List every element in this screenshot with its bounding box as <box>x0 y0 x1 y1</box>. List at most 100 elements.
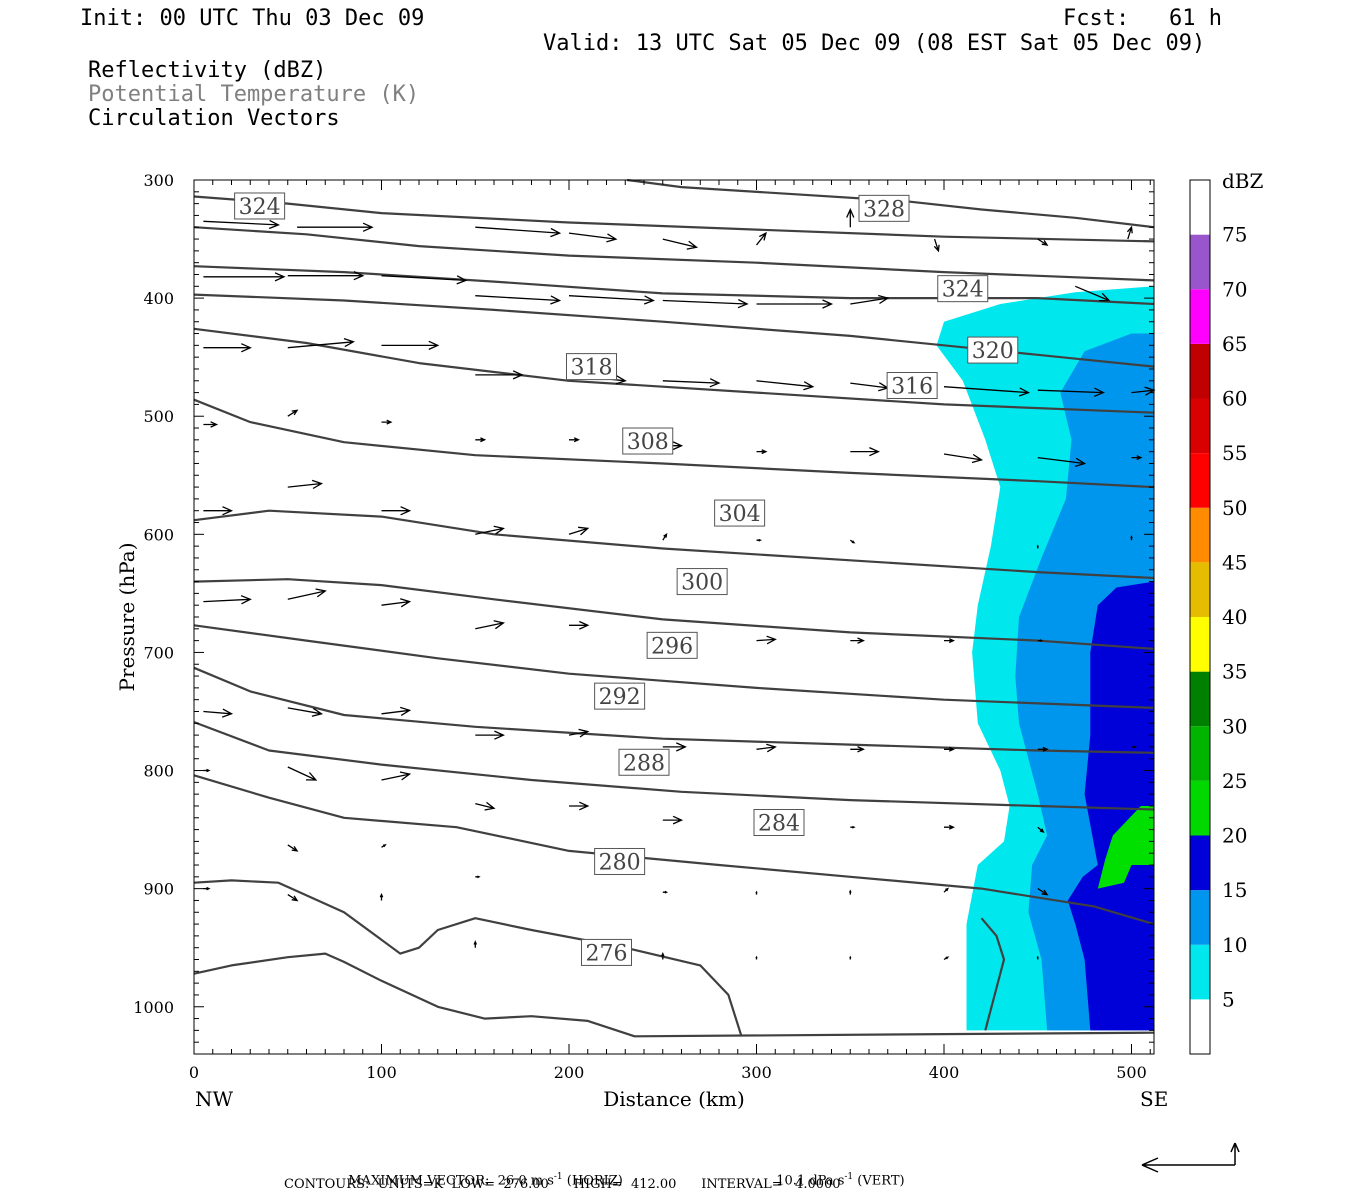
circulation-vector <box>475 730 505 740</box>
contour-label-layer: 324 328 324 320 318 316 308 304 300 296 292 288 284 2… <box>234 192 1019 966</box>
colorbar-segment <box>1190 999 1210 1054</box>
contour-label-328: 328 <box>863 197 905 222</box>
colorbar-tick-label: 60 <box>1222 387 1247 411</box>
y-tick-label: 600 <box>143 525 174 544</box>
circulation-vector <box>943 386 1030 397</box>
circulation-vector <box>203 219 280 230</box>
theta-contour-line <box>193 509 1155 580</box>
theta-contour-line <box>193 398 1155 489</box>
circulation-vector <box>943 453 984 464</box>
circulation-vector <box>662 890 669 894</box>
contour-label-box <box>886 372 938 400</box>
circulation-vector <box>1131 455 1143 461</box>
x-right-end-label: SE <box>1140 1087 1168 1111</box>
circulation-vector <box>287 766 318 781</box>
circulation-vector <box>475 437 487 443</box>
theta-contour-line <box>193 879 743 1037</box>
x-left-end-label: NW <box>195 1087 234 1111</box>
colorbar-tick-label: 30 <box>1222 714 1247 738</box>
circulation-vector <box>1075 285 1111 302</box>
max-vector-exponent: -1 <box>553 1172 563 1182</box>
circulation-vector <box>1037 746 1049 752</box>
vert-label: (VERT) <box>853 1173 905 1189</box>
circulation-vector <box>1037 888 1049 896</box>
circulation-vector <box>203 421 219 428</box>
colorbar-segment <box>1190 507 1210 563</box>
circulation-vector <box>933 238 940 253</box>
circulation-vector <box>846 207 855 228</box>
contour-label-308: 308 <box>627 430 669 455</box>
theta-contour-line <box>193 195 1155 243</box>
max-vector-text: MAXIMUM VECTOR: 26.0 m s <box>348 1173 554 1189</box>
circulation-vector <box>1130 535 1133 541</box>
y-tick-label: 500 <box>143 407 174 426</box>
circulation-vector <box>850 746 865 753</box>
circulation-vector-layer <box>203 207 1156 961</box>
contour-label-324: 324 <box>239 195 281 220</box>
circulation-vector <box>662 238 699 250</box>
circulation-vector <box>943 956 950 961</box>
circulation-vector <box>287 337 355 349</box>
contour-label-288: 288 <box>623 751 665 776</box>
horiz-label: (HORIZ) <box>562 1173 623 1189</box>
contour-label-284: 284 <box>758 812 800 837</box>
circulation-vector <box>475 525 505 535</box>
circulation-vector <box>381 275 468 285</box>
circulation-vector <box>1131 745 1137 749</box>
reflectivity-region-20dbz <box>1097 806 1154 889</box>
vert-vector-exponent: -1 <box>844 1172 854 1182</box>
circulation-vector <box>1036 544 1039 549</box>
circulation-vector <box>203 343 252 353</box>
contour-label-276: 276 <box>586 941 628 966</box>
circulation-vector <box>755 231 767 246</box>
circulation-vector <box>381 340 440 350</box>
x-axis-label: Distance (km) <box>603 1087 745 1111</box>
field-circulation-vectors: Circulation Vectors <box>88 106 340 131</box>
circulation-vector <box>944 746 955 752</box>
contour-label-296: 296 <box>651 634 693 659</box>
circulation-vector <box>850 294 890 305</box>
y-tick-label: 900 <box>143 880 174 899</box>
circulation-vector <box>379 893 384 901</box>
theta-contour-line <box>193 578 1155 650</box>
circulation-vector <box>475 295 562 305</box>
circulation-vector <box>381 506 412 516</box>
circulation-vector <box>203 708 234 718</box>
circulation-vector <box>287 894 299 902</box>
circulation-vector <box>944 638 955 644</box>
theta-contour-layer <box>193 178 1155 1038</box>
circulation-vector <box>568 728 590 738</box>
colorbar-tick-label: 45 <box>1222 550 1247 574</box>
circulation-vector <box>569 801 590 811</box>
circulation-vector <box>943 887 949 893</box>
axes-layer: 300 400 500 600 700 800 900 1000 0 100 200 300 400 50… <box>133 171 1154 1082</box>
colorbar-segment <box>1190 890 1210 945</box>
max-vector-legend: MAXIMUM VECTOR: 26.0 m s-1 (HORIZ) <box>340 1157 623 1188</box>
contour-label-324: 324 <box>942 278 984 303</box>
colorbar-segment <box>1190 289 1210 344</box>
x-tick-label: 500 <box>1116 1063 1147 1082</box>
contour-label-320: 320 <box>972 339 1014 364</box>
circulation-vector <box>475 226 562 238</box>
x-tick-label: 400 <box>929 1063 960 1082</box>
theta-contour-line <box>193 952 1155 1038</box>
init-time: Init: 00 UTC Thu 03 Dec 09 <box>80 6 425 31</box>
circulation-vector <box>287 271 365 281</box>
colorbar-segment <box>1190 726 1210 781</box>
forecast-hour: Fcst: 61 h <box>1063 6 1222 31</box>
colorbar: 5 10 15 20 25 30 35 40 45 50 55 60 65 70 75 <box>1189 179 1247 1055</box>
circulation-vector <box>849 539 856 544</box>
contour-label-box <box>937 275 989 303</box>
reflectivity-fill-layer <box>936 286 1154 1031</box>
circulation-vector <box>473 940 478 948</box>
circulation-vector <box>756 635 777 645</box>
circulation-vector <box>569 437 580 443</box>
colorbar-segment <box>1190 343 1210 399</box>
y-tick-label: 700 <box>143 643 174 662</box>
circulation-vector <box>475 875 481 879</box>
circulation-vector <box>849 955 852 960</box>
colorbar-tick-label: 70 <box>1222 277 1247 301</box>
y-tick-label: 800 <box>143 762 174 781</box>
circulation-vector <box>756 299 834 309</box>
circulation-vector <box>287 479 324 490</box>
